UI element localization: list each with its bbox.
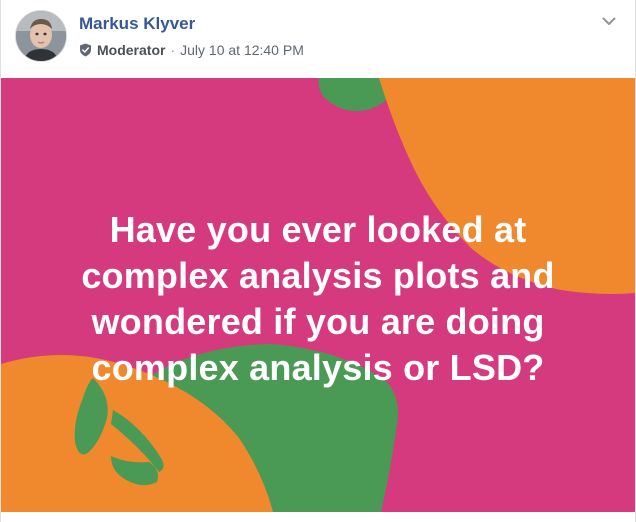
shield-check-icon xyxy=(79,43,92,57)
author-avatar[interactable] xyxy=(15,10,67,62)
chevron-down-icon xyxy=(602,17,616,25)
background-illustration xyxy=(1,78,635,512)
post-message-line: Have you ever looked at xyxy=(109,209,527,250)
post-timestamp-link[interactable]: July 10 at 12:40 PM xyxy=(180,42,304,58)
post-message-line: wondered if you are doing xyxy=(91,301,545,342)
post-header: Markus Klyver Moderator · July 10 at 12:… xyxy=(1,0,635,78)
post-meta: Moderator · July 10 at 12:40 PM xyxy=(79,41,304,59)
post-footer-area xyxy=(1,512,635,522)
post-message-line: complex analysis or LSD? xyxy=(91,347,545,388)
role-label: Moderator xyxy=(97,42,166,58)
post-colored-background[interactable]: Have you ever looked at complex analysis… xyxy=(1,78,635,512)
avatar-photo-icon xyxy=(16,11,66,61)
post-message-line: complex analysis plots and xyxy=(81,255,555,296)
post-options-button[interactable] xyxy=(599,12,619,30)
meta-separator: · xyxy=(170,42,176,58)
author-name-link[interactable]: Markus Klyver xyxy=(79,14,196,33)
post-message: Have you ever looked at complex analysis… xyxy=(41,207,595,391)
